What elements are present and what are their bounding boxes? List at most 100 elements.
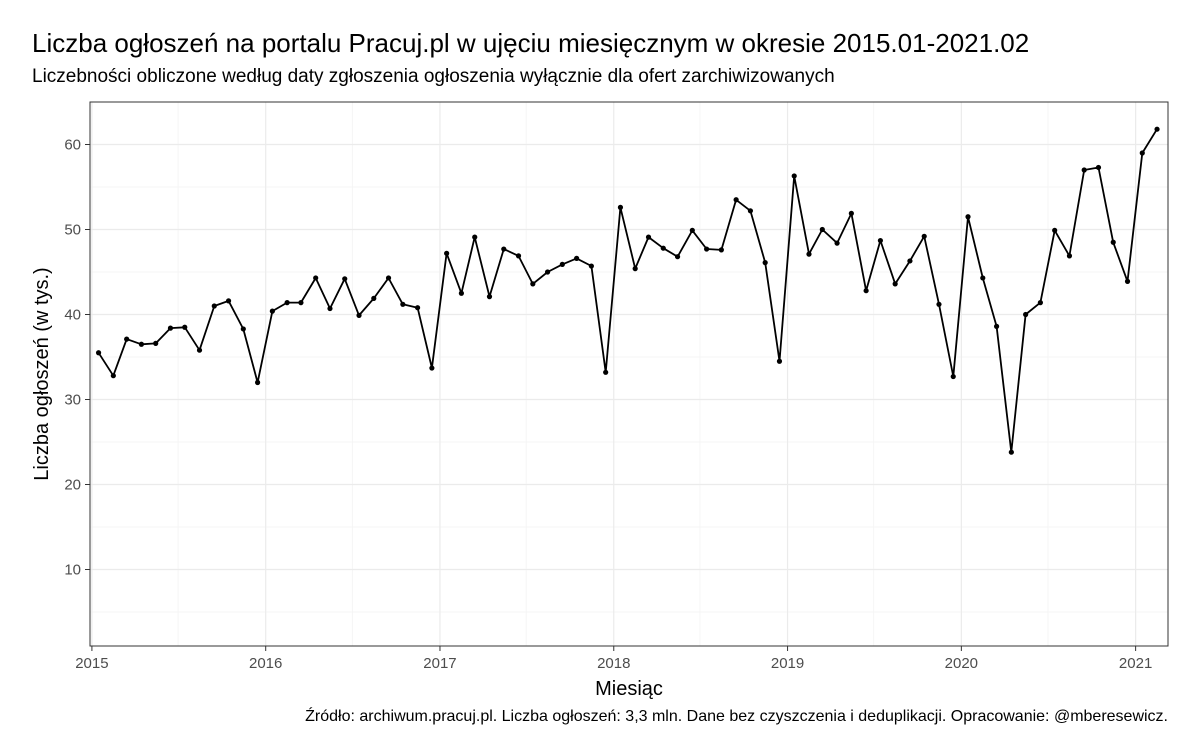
data-point xyxy=(269,308,275,314)
data-point xyxy=(95,350,102,356)
y-tick-label: 10 xyxy=(64,562,81,579)
y-tick-label: 20 xyxy=(64,477,81,494)
x-tick-label: 2015 xyxy=(75,655,108,672)
data-point xyxy=(385,275,392,281)
data-point xyxy=(674,254,681,260)
data-point xyxy=(371,295,377,301)
data-point xyxy=(965,214,971,220)
data-point xyxy=(472,234,478,240)
y-axis-title: Liczba ogłoszeń (w tys.) xyxy=(31,267,53,480)
data-point xyxy=(603,369,609,375)
plot-panel-border xyxy=(89,101,1169,647)
minor-gridlines xyxy=(90,102,1168,646)
data-point xyxy=(501,246,507,252)
data-point xyxy=(1139,150,1145,156)
chart-caption: Źródło: archiwum.pracuj.pl. Liczba ogłos… xyxy=(305,708,1168,725)
data-point xyxy=(225,298,232,304)
data-point xyxy=(806,251,812,257)
data-point xyxy=(1154,126,1160,132)
data-point xyxy=(1066,253,1073,259)
data-point xyxy=(1095,164,1102,171)
data-point xyxy=(429,365,435,371)
data-point xyxy=(718,247,724,253)
x-tick-label: 2016 xyxy=(249,655,282,672)
data-point xyxy=(298,300,304,306)
data-point xyxy=(980,275,986,281)
data-point xyxy=(1110,239,1116,245)
data-point xyxy=(733,197,739,203)
major-gridlines xyxy=(90,102,1168,646)
data-point xyxy=(1037,300,1043,306)
data-point xyxy=(313,275,319,281)
data-point xyxy=(950,373,956,380)
data-point xyxy=(660,245,666,251)
data-point xyxy=(110,373,116,379)
x-tick-label: 2017 xyxy=(423,655,456,672)
data-point xyxy=(819,226,825,233)
data-point xyxy=(1052,227,1058,233)
data-point xyxy=(356,312,362,318)
y-tick-label: 60 xyxy=(64,137,81,154)
chart-subtitle: Liczebności obliczone według daty zgłosz… xyxy=(32,66,835,87)
x-tick-label: 2018 xyxy=(597,655,630,672)
y-tick-label: 30 xyxy=(64,392,81,409)
data-point xyxy=(153,340,159,346)
x-tick-label: 2019 xyxy=(771,655,804,672)
y-tick-label: 40 xyxy=(64,307,81,324)
data-point xyxy=(544,269,551,275)
x-axis-ticks: 2015 2016 2017 2018 2019 2020 2021 xyxy=(75,646,1152,672)
data-point xyxy=(863,288,869,294)
data-point xyxy=(196,347,203,353)
data-point xyxy=(400,301,406,307)
data-point xyxy=(1124,278,1131,284)
data-point xyxy=(255,379,261,386)
y-axis-ticks: 10 20 30 40 50 60 xyxy=(64,137,90,579)
chart-title: Liczba ogłoszeń na portalu Pracuj.pl w u… xyxy=(32,28,1030,58)
data-point xyxy=(486,294,493,300)
data-point xyxy=(848,210,854,216)
data-point xyxy=(327,305,333,312)
data-point xyxy=(776,358,783,364)
data-point xyxy=(559,261,565,267)
data-point xyxy=(907,258,913,264)
data-point xyxy=(138,341,145,347)
data-point xyxy=(211,303,217,309)
data-point xyxy=(936,301,942,307)
data-point xyxy=(762,260,768,266)
data-point xyxy=(240,326,246,332)
data-point xyxy=(834,240,840,246)
data-point xyxy=(704,246,710,252)
data-point xyxy=(444,250,450,256)
data-point xyxy=(892,281,898,287)
data-point xyxy=(574,255,580,261)
series-line-group xyxy=(97,128,1158,454)
data-point xyxy=(645,234,652,240)
data-point xyxy=(588,263,594,269)
x-tick-label: 2021 xyxy=(1119,655,1152,672)
data-point xyxy=(747,208,754,214)
data-point xyxy=(182,324,188,330)
data-point xyxy=(689,227,695,233)
x-axis-title: Miesiąc xyxy=(595,678,663,700)
data-point xyxy=(632,266,638,272)
data-point xyxy=(993,323,1000,329)
y-tick-label: 50 xyxy=(64,222,81,239)
data-points xyxy=(95,126,1160,455)
data-point xyxy=(530,281,536,287)
data-point xyxy=(617,204,624,210)
data-point xyxy=(124,336,130,342)
x-tick-label: 2020 xyxy=(945,655,978,672)
data-point xyxy=(877,237,884,244)
data-point xyxy=(414,305,421,311)
data-point xyxy=(342,276,348,282)
data-point xyxy=(791,173,797,179)
series-line xyxy=(97,128,1158,454)
data-point xyxy=(458,290,464,296)
data-point xyxy=(167,325,174,331)
data-point xyxy=(1023,311,1029,318)
data-point xyxy=(1008,449,1014,455)
data-point xyxy=(921,233,927,239)
data-point xyxy=(1081,167,1087,173)
data-point xyxy=(284,300,290,306)
